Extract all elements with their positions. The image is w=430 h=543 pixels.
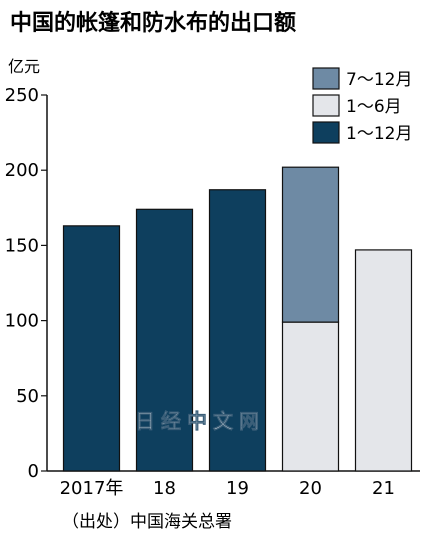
y-tick-label: 100 (5, 311, 39, 332)
source-note: （出处）中国海关总署 (62, 512, 232, 532)
legend-label: 1〜12月 (346, 124, 412, 144)
bar-segment (135, 208, 194, 472)
y-tick-label: 250 (5, 85, 39, 106)
bar-segment (354, 249, 413, 472)
x-tick-label: 20 (299, 478, 322, 499)
legend-label: 1〜6月 (346, 97, 402, 117)
x-tick-label: 18 (153, 478, 176, 499)
bar-segment (208, 189, 267, 472)
x-tick-label: 2017年 (60, 478, 124, 499)
legend-label: 7〜12月 (346, 70, 412, 90)
legend-swatch (312, 94, 340, 117)
bar-segment (281, 166, 340, 323)
y-tick-label: 50 (16, 386, 39, 407)
watermark: 日经中文网 (135, 409, 265, 433)
legend-swatch (312, 121, 340, 144)
legend-swatch (312, 67, 340, 90)
x-tick-labels: 2017年 18 19 20 21 (60, 478, 395, 499)
y-tick-label: 150 (5, 235, 39, 256)
y-tick-label: 0 (28, 461, 39, 482)
bars (62, 166, 413, 472)
bar-segment (62, 225, 121, 472)
x-tick-label: 19 (226, 478, 249, 499)
y-axis-unit: 亿元 (8, 57, 40, 76)
y-tick-label: 200 (5, 160, 39, 181)
chart-title: 中国的帐篷和防水布的出口额 (10, 10, 296, 36)
bar-segment (281, 321, 340, 472)
x-tick-label: 21 (372, 478, 395, 499)
axes: 0 50 100 150 200 250 (5, 85, 420, 482)
legend: 7〜12月 1〜6月 1〜12月 (312, 67, 412, 144)
